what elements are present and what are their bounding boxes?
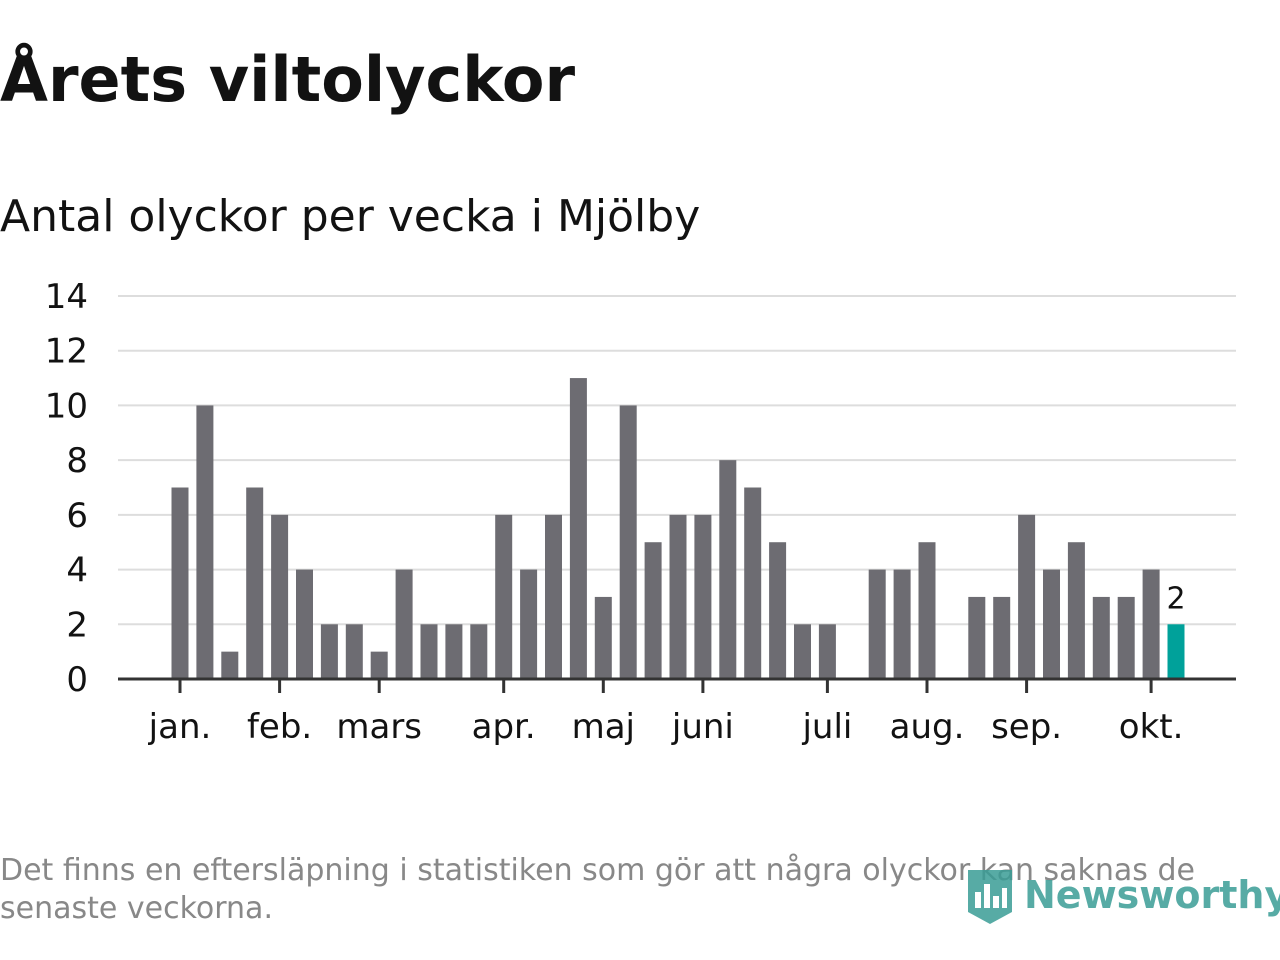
bar-highlight [1167, 624, 1185, 679]
bar [794, 624, 811, 679]
bar [445, 624, 463, 679]
y-tick-label: 6 [66, 496, 88, 536]
bar [993, 596, 1011, 679]
bar [1092, 596, 1110, 679]
y-tick-label: 0 [66, 660, 88, 700]
bar [918, 542, 936, 679]
bar [470, 624, 488, 679]
bar [669, 514, 687, 679]
bar [868, 569, 886, 679]
bar [345, 624, 363, 679]
bar [1067, 542, 1085, 679]
bar [818, 624, 836, 679]
newsworthy-logo-icon [968, 870, 1012, 924]
data-label: 2 [1166, 581, 1185, 616]
bar [420, 624, 438, 679]
y-tick-label: 12 [45, 332, 88, 372]
y-tick-label: 10 [45, 386, 88, 426]
x-tick-label: juni [671, 707, 734, 747]
bar [545, 514, 562, 679]
x-tick-label: sep. [991, 707, 1062, 747]
x-tick-label: mars [336, 707, 422, 747]
bar [619, 405, 637, 679]
bar [744, 487, 762, 679]
x-tick-label: okt. [1119, 707, 1184, 747]
page-title: Årets viltolyckor [0, 43, 576, 116]
bar [246, 487, 264, 679]
bar-chart: 0 2 4 6 8 10 12 14 2 jan. feb. mars apr. maj juni juli a… [45, 277, 1236, 747]
bar [196, 405, 214, 679]
bar [719, 460, 737, 679]
bar [395, 569, 413, 679]
bar [1018, 514, 1036, 679]
x-tick-label: maj [572, 707, 635, 747]
bar [1142, 569, 1160, 679]
bar [171, 487, 189, 679]
bar [271, 514, 289, 679]
bar [893, 569, 911, 679]
bar [769, 542, 787, 679]
bar [694, 514, 712, 679]
bar [1043, 569, 1060, 679]
bar [370, 651, 388, 679]
bar [495, 514, 513, 679]
logo-text: Newsworthy [1024, 873, 1280, 917]
x-tick-label: feb. [247, 707, 312, 747]
x-tick-label: aug. [890, 707, 965, 747]
chart-subtitle: Antal olyckor per vecka i Mjölby [0, 191, 701, 242]
bar [520, 569, 538, 679]
bar [644, 542, 662, 679]
bar [1117, 596, 1135, 679]
bar [569, 378, 587, 679]
bar [594, 596, 612, 679]
x-tick-label: jan. [148, 707, 212, 747]
bar [320, 624, 338, 679]
bar [296, 569, 313, 679]
x-tick-label: juli [801, 707, 852, 747]
y-tick-label: 8 [66, 441, 88, 481]
y-tick-label: 4 [66, 551, 88, 591]
y-tick-label: 14 [45, 277, 88, 317]
bar [221, 651, 239, 679]
y-tick-label: 2 [66, 605, 88, 645]
newsworthy-logo: Newsworthy [964, 862, 1280, 928]
bar [968, 596, 986, 679]
x-tick-label: apr. [472, 707, 536, 747]
